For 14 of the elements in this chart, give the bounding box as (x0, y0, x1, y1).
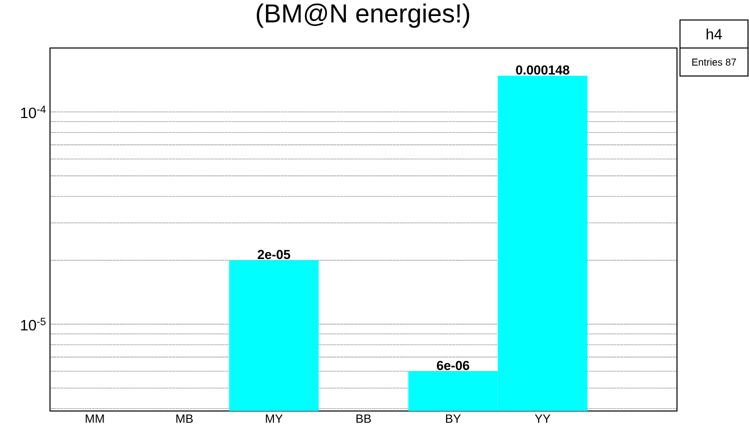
text: Entries 87 (692, 58, 736, 66)
text: h4 (706, 28, 722, 40)
y-tick-label: 10$^{-4}$ (21, 106, 46, 118)
x-tick-label: MY (266, 414, 283, 423)
x-tick-label: YY (534, 414, 550, 423)
data-label: 2e-05 (258, 250, 290, 260)
data-label: 0.000148 (516, 65, 570, 75)
x-tick-label: BY (446, 414, 461, 423)
y-tick-label: 10$^{-5}$ (21, 318, 46, 330)
data-label: 6e-06 (436, 360, 470, 370)
x-tick-label: BB (356, 414, 371, 423)
chart-title: (BM@N energies!) (256, 4, 470, 28)
x-tick-label: MB (176, 414, 193, 423)
x-tick-label: MM (86, 414, 104, 423)
